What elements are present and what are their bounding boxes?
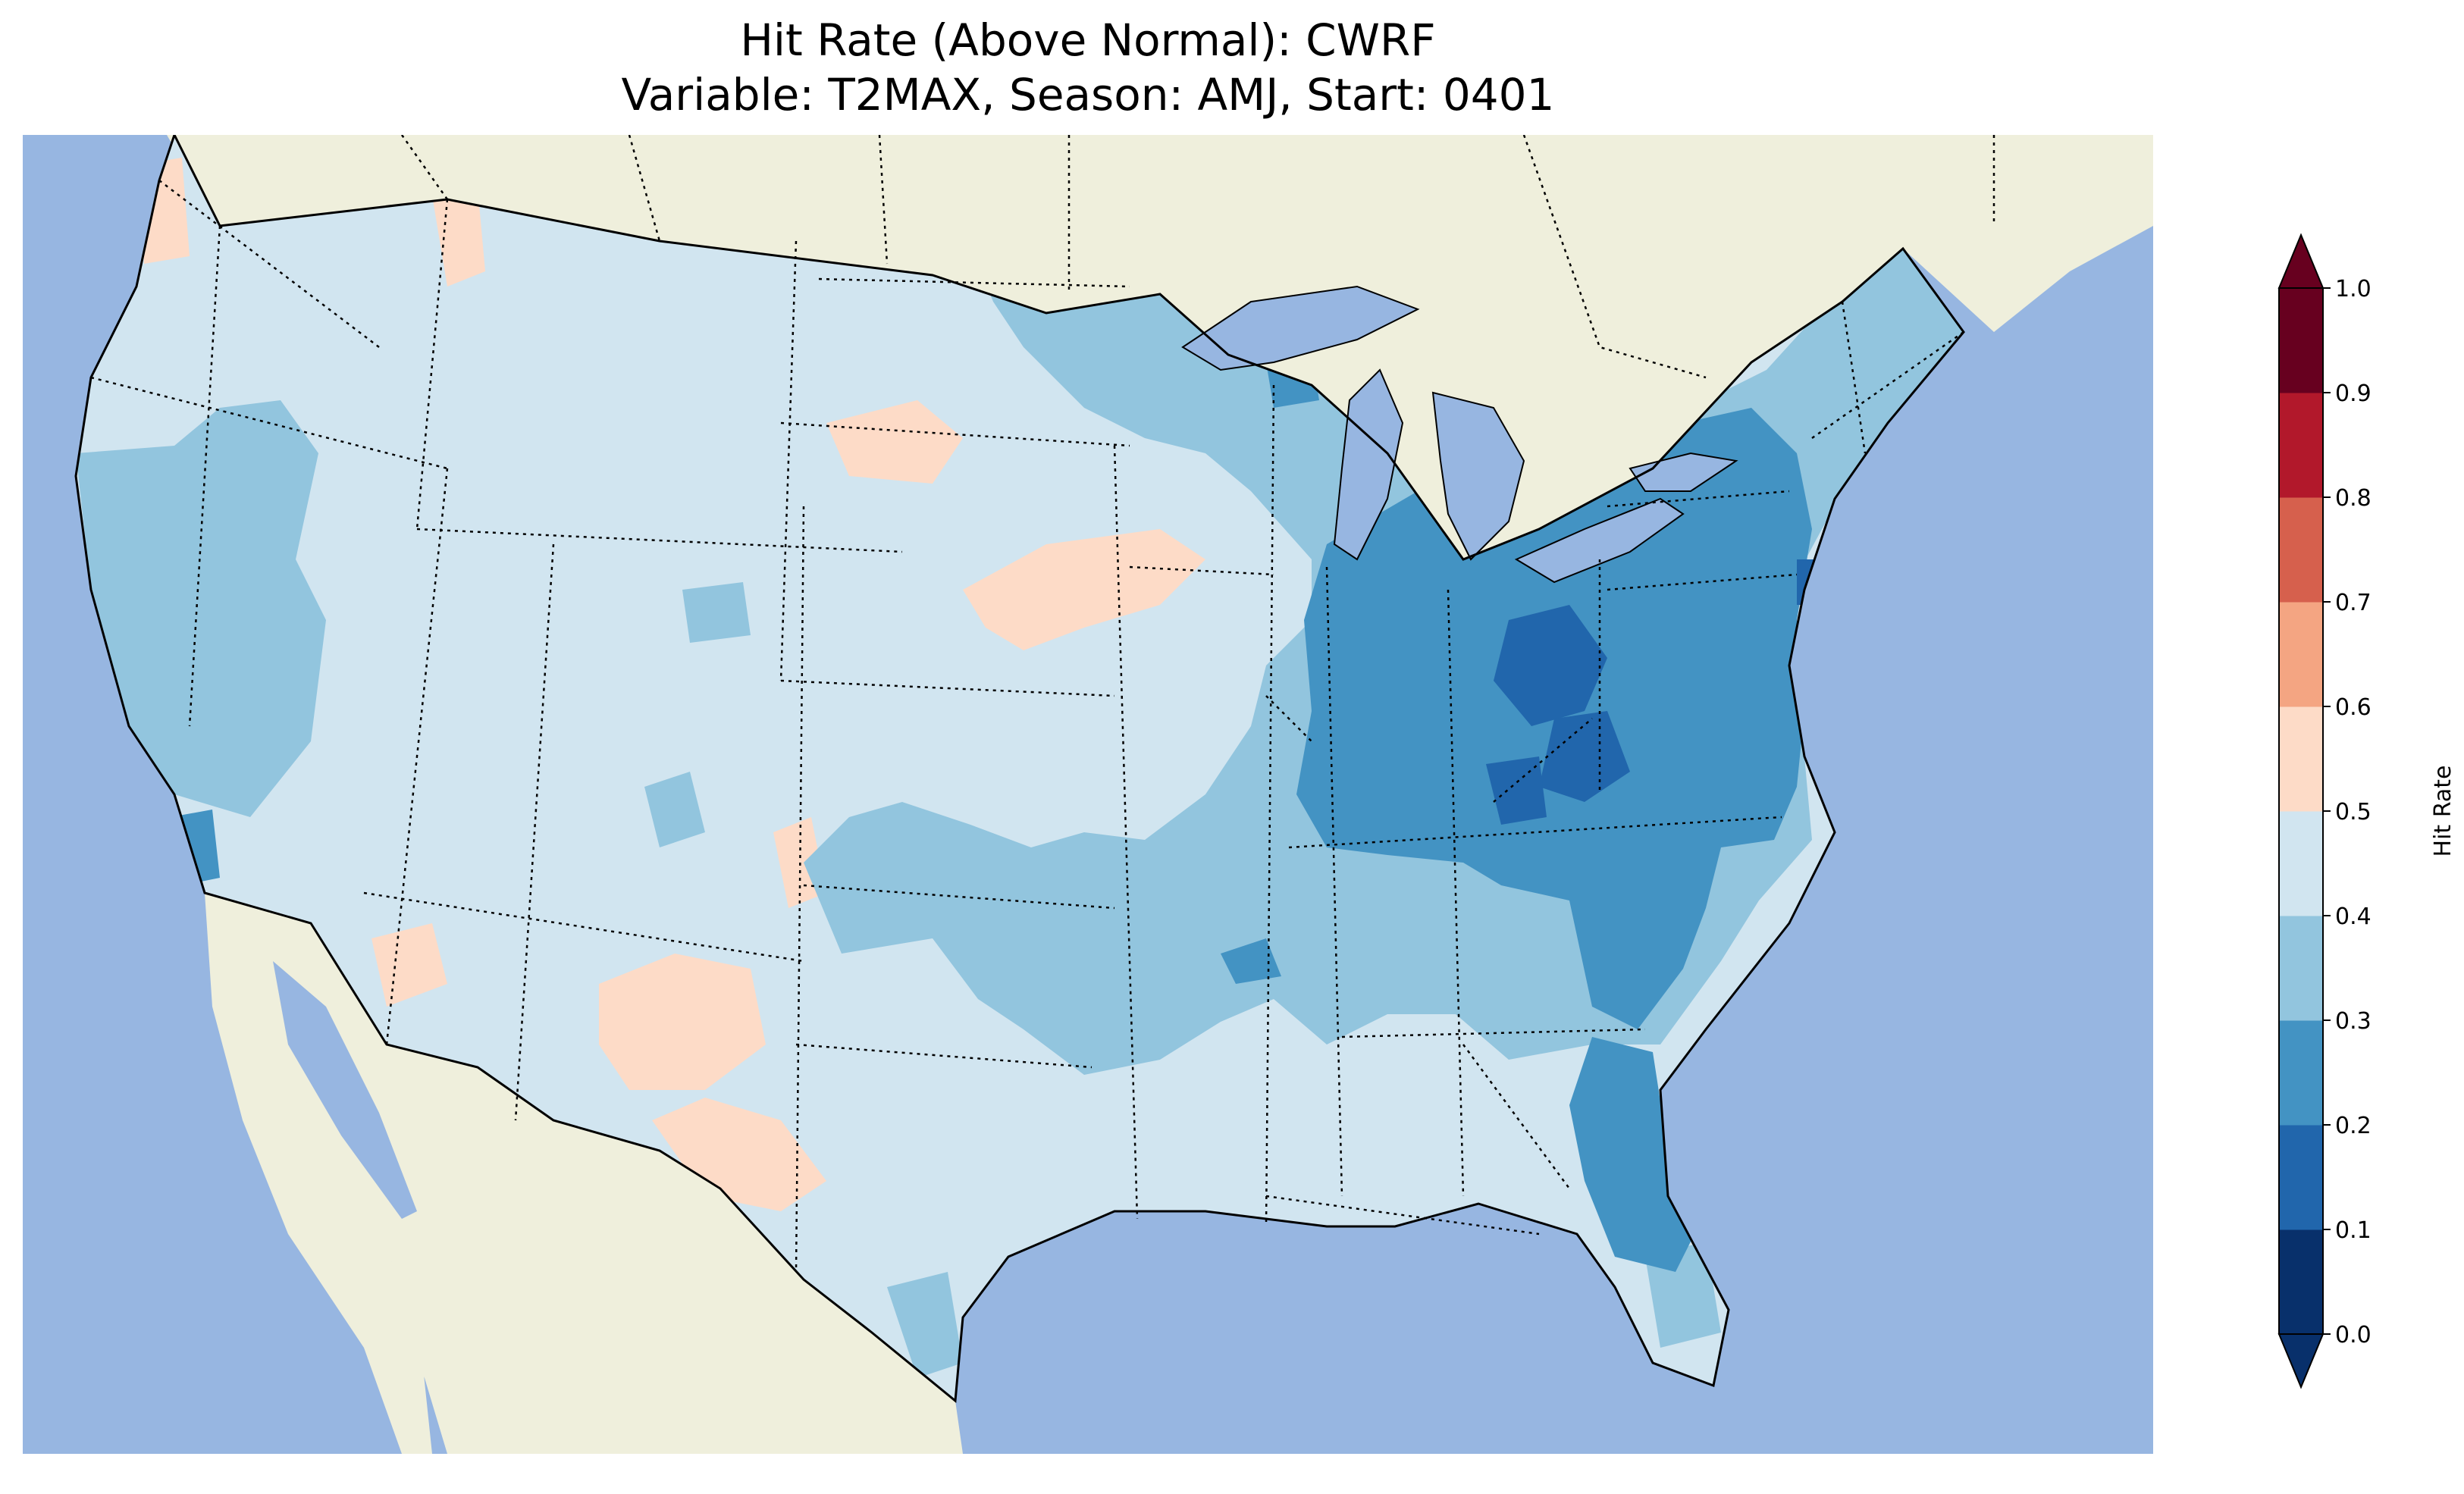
colorbar-extend-max	[2277, 233, 2324, 289]
colorbar-segment	[2279, 916, 2323, 1021]
great-lakes	[1181, 285, 1738, 584]
colorbar-tick-label: 0.5	[2335, 799, 2372, 825]
colorbar-segment	[2279, 706, 2323, 812]
colorbar-segments	[2277, 233, 2324, 1389]
colorbar-ticks: 0.0 0.1 0.2 0.3 0.4 0.5 0.6 0.7 0.8 0.9 1.0	[2323, 276, 2372, 1348]
colorbar-tick-label: 0.8	[2335, 485, 2372, 512]
gulf-of-california	[273, 961, 417, 1219]
colorbar-tick-label: 0.4	[2335, 904, 2372, 930]
colorbar-tick-label: 1.0	[2335, 276, 2372, 302]
colorbar-segment	[2279, 602, 2323, 707]
colorbar-label: Hit Rate	[2430, 766, 2456, 857]
colorbar-tick-label: 0.9	[2335, 381, 2372, 407]
colorbar-tick-label: 0.6	[2335, 694, 2372, 721]
baja-peninsula	[205, 893, 432, 1454]
colorbar-segment	[2279, 288, 2323, 393]
colorbar-segment	[2279, 1020, 2323, 1126]
colorbar-segment	[2279, 811, 2323, 916]
chart-title: Hit Rate (Above Normal): CWRF	[740, 14, 1436, 66]
province-borders	[400, 135, 1995, 379]
colorbar-segment	[2279, 1125, 2323, 1230]
colorbar-segment	[2279, 1229, 2323, 1335]
colorbar-extend-min	[2277, 1333, 2324, 1389]
colorbar-segment	[2279, 497, 2323, 603]
colorbar-segment	[2279, 393, 2323, 498]
colorbar-tick-label: 0.7	[2335, 590, 2372, 616]
colorbar-tick-label: 0.0	[2335, 1322, 2372, 1348]
colorbar-tick-label: 0.2	[2335, 1113, 2372, 1139]
chart-subtitle: Variable: T2MAX, Season: AMJ, Start: 040…	[621, 69, 1555, 121]
colorbar-tick-label: 0.3	[2335, 1008, 2372, 1035]
colorbar: 0.0 0.1 0.2 0.3 0.4 0.5 0.6 0.7 0.8 0.9 1.0 Hit Ra…	[2277, 233, 2456, 1389]
state-borders	[90, 180, 1964, 1273]
map-panel	[23, 135, 2153, 1454]
colorbar-tick-label: 0.1	[2335, 1217, 2372, 1244]
